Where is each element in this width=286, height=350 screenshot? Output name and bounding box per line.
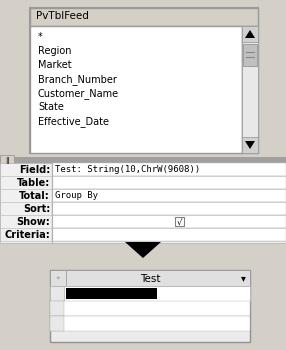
Bar [50, 316, 64, 331]
Bar [0, 155, 14, 165]
Text: Group By: Group By [55, 191, 98, 201]
Bar [50, 301, 250, 316]
Text: State: State [38, 102, 64, 112]
Text: Show:: Show: [16, 217, 50, 227]
Bar [30, 8, 258, 153]
Bar [242, 137, 258, 153]
Text: Table:: Table: [17, 178, 50, 188]
Text: ▾: ▾ [241, 273, 245, 284]
Text: Effective_Date: Effective_Date [38, 116, 109, 127]
Bar [52, 163, 286, 176]
Polygon shape [245, 141, 255, 149]
Bar [30, 8, 258, 26]
Text: Region: Region [38, 46, 72, 56]
Bar [0, 163, 286, 243]
Bar [0, 157, 286, 163]
Bar [50, 301, 64, 316]
Bar [242, 26, 258, 153]
Text: PvTblFeed: PvTblFeed [36, 11, 89, 21]
Bar [52, 228, 286, 241]
Bar [50, 316, 250, 331]
Bar [50, 286, 64, 301]
Text: Sort:: Sort: [23, 204, 50, 214]
Text: Customer_Name: Customer_Name [38, 88, 119, 99]
Bar [52, 202, 286, 215]
Text: ||: || [5, 158, 9, 164]
Text: Criteria:: Criteria: [4, 230, 50, 240]
Bar [174, 217, 184, 226]
Bar [242, 26, 258, 42]
Text: *: * [38, 32, 43, 42]
Polygon shape [245, 30, 255, 38]
Text: Market: Market [38, 60, 72, 70]
Text: ✦: ✦ [56, 276, 60, 281]
Bar [50, 286, 250, 301]
Text: Total:: Total: [19, 191, 50, 201]
Polygon shape [125, 242, 161, 258]
Bar [50, 270, 66, 286]
Bar [242, 42, 258, 137]
Text: Test: Test [140, 273, 160, 284]
Bar [50, 270, 250, 342]
Bar [243, 44, 257, 66]
Text: Branch_Number: Branch_Number [38, 74, 117, 85]
Text: Field:: Field: [19, 165, 50, 175]
Text: Test: String(10,ChrW(9608)): Test: String(10,ChrW(9608)) [55, 166, 200, 175]
Bar [30, 26, 242, 153]
Bar [52, 176, 286, 189]
Bar [66, 288, 157, 299]
Bar [50, 270, 250, 286]
Text: √: √ [176, 217, 182, 226]
Bar [52, 189, 286, 202]
Bar [52, 215, 286, 228]
